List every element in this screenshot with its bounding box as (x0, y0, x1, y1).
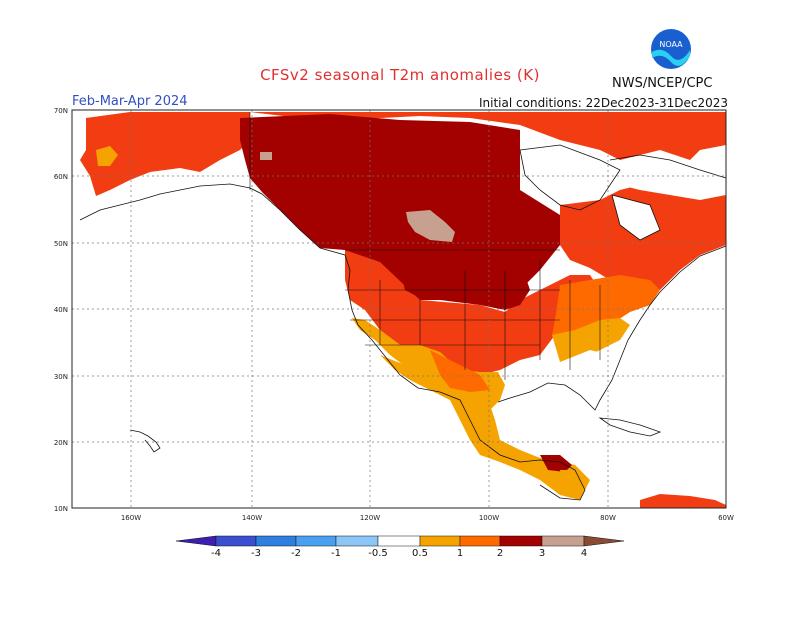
colorbar-swatch (215, 535, 257, 547)
organization-label: NWS/NCEP/CPC (612, 76, 713, 91)
lat-label-40n: 40N (54, 306, 68, 314)
lat-label-20n: 20N (54, 439, 68, 447)
colorbar-label: -1 (331, 548, 341, 559)
colorbar-label: 0.5 (412, 548, 428, 559)
lon-label-160w: 160W (121, 514, 141, 522)
cuba (598, 417, 662, 437)
colorbar-high-arrow (583, 535, 625, 547)
lat-label-60n: 60N (54, 173, 68, 181)
colorbar-swatch (255, 535, 297, 547)
colorbar-swatch (459, 535, 501, 547)
lon-label-60w: 60W (718, 514, 734, 522)
anomaly-regions (80, 112, 726, 508)
labrador-white (612, 195, 660, 240)
colorbar-label: -4 (211, 548, 221, 559)
colorbar: -4 -3 -2 -1 -0.5 0.5 1 2 3 4 (175, 535, 625, 559)
usa-southeast (552, 318, 630, 362)
colorbar-label: -3 (251, 548, 261, 559)
lon-label-120w: 120W (360, 514, 380, 522)
lat-gridlines (72, 175, 726, 443)
colorbar-label: 1 (457, 548, 463, 559)
colorbar-swatch (419, 535, 461, 547)
lat-label-70n: 70N (54, 107, 68, 115)
political-borders (249, 112, 601, 380)
colorbar-label: 3 (539, 548, 545, 559)
anomaly-4plus (406, 210, 455, 242)
alaska-fringe (96, 146, 118, 166)
usa-west-central (345, 250, 600, 375)
map-frame (71, 109, 727, 509)
lat-label-30n: 30N (54, 373, 68, 381)
quebec-white (612, 160, 726, 200)
colorbar-label: -2 (291, 548, 301, 559)
lon-gridlines (130, 110, 609, 508)
forecast-period: Feb-Mar-Apr 2024 (72, 94, 188, 109)
lon-label-100w: 100W (479, 514, 499, 522)
mexico-inner-red (430, 350, 490, 392)
coastlines (79, 144, 727, 501)
lon-label-80w: 80W (600, 514, 616, 522)
canada-deep-red (240, 114, 560, 310)
usa-south-white (490, 350, 615, 410)
anomaly-4plus-small (260, 152, 272, 160)
colorbar-swatch (541, 535, 585, 547)
lat-label-50n: 50N (54, 240, 68, 248)
mexico-region (380, 355, 590, 500)
central-america (540, 455, 572, 472)
colorbar-low-arrow (175, 535, 217, 547)
alaska-region (80, 112, 250, 196)
colorbar-swatch (377, 535, 421, 547)
colorbar-label: -0.5 (368, 548, 388, 559)
colorbar-swatch (295, 535, 337, 547)
colorbar-swatch (499, 535, 543, 547)
lat-label-10n: 10N (54, 505, 68, 513)
south-america (640, 494, 726, 508)
arctic-region (250, 112, 726, 160)
caribbean-islands (560, 470, 585, 490)
colorbar-label: 4 (581, 548, 587, 559)
colorbar-swatch (335, 535, 379, 547)
lon-label-140w: 140W (242, 514, 262, 522)
map-title: CFSv2 seasonal T2m anomalies (K) (260, 66, 540, 84)
colorbar-label: 2 (497, 548, 503, 559)
svg-text:NOAA: NOAA (659, 40, 683, 49)
noaa-logo-icon: NOAA (651, 29, 691, 69)
initial-conditions: Initial conditions: 22Dec2023-31Dec2023 (479, 96, 728, 110)
